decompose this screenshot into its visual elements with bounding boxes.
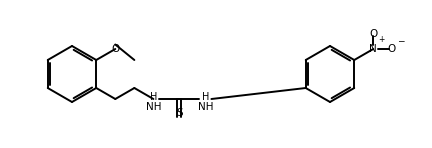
Text: N: N [369, 44, 377, 54]
Text: H: H [202, 91, 209, 102]
Text: S: S [176, 108, 183, 118]
Text: H: H [150, 91, 157, 102]
Text: +: + [378, 35, 384, 44]
Text: O: O [111, 44, 119, 54]
Text: O: O [387, 44, 395, 54]
Text: NH: NH [198, 102, 213, 112]
Text: −: − [397, 36, 404, 45]
Text: NH: NH [146, 102, 161, 112]
Text: O: O [369, 29, 378, 39]
